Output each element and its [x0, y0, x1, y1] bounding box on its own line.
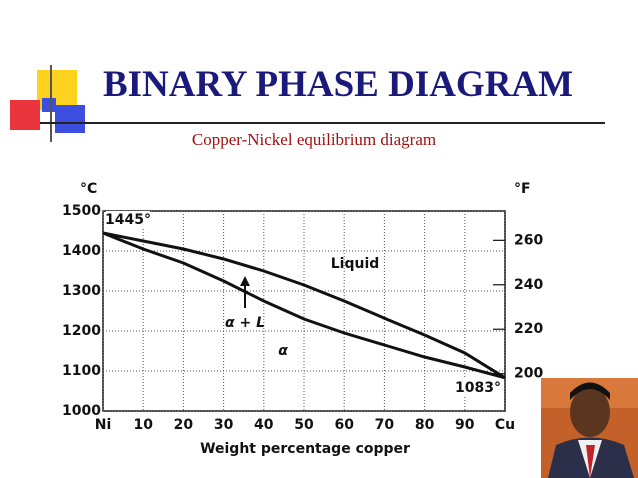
label-box: [456, 379, 500, 397]
x-tick-label: 80: [415, 417, 435, 433]
x-tick-label: Cu: [495, 417, 515, 433]
decoration: [10, 65, 605, 142]
x-tick-label: 30: [214, 417, 234, 433]
phase-curve: [102, 231, 506, 380]
x-tick-label: 10: [133, 417, 153, 433]
annotation: α: [278, 343, 288, 359]
y-tick-label: 1100: [62, 363, 101, 379]
slide-title: BINARY PHASE DIAGRAM: [103, 64, 573, 105]
y-axis-label: °C: [80, 181, 97, 197]
annotation: 1083°: [455, 380, 501, 396]
chart: 1000 1100 1200 1300 1400 1500 Ni 10 20 30 40 50 60 70…: [62, 181, 543, 457]
y-tick-label: 1200: [62, 323, 101, 339]
y2-tick-label: 200: [514, 366, 543, 382]
annotation: Liquid: [331, 256, 380, 272]
x-tick-label: 40: [254, 417, 274, 433]
slide-subtitle: Copper-Nickel equilibrium diagram: [192, 130, 436, 149]
x-axis-label: Weight percentage copper: [200, 441, 410, 457]
x-tick-label: 70: [375, 417, 395, 433]
y-tick-label: 1400: [62, 243, 101, 259]
y2-axis-label: °F: [514, 181, 531, 197]
annotation: 1445°: [105, 212, 151, 228]
y2-tick-label: 220: [514, 321, 543, 337]
y-tick-label: 1500: [62, 203, 101, 219]
annotation: α + L: [225, 315, 265, 331]
y2-tick-label: 240: [514, 277, 543, 293]
x-tick-label: 90: [455, 417, 475, 433]
y2-tick-label: 260: [514, 232, 543, 248]
x-tick-label: 60: [334, 417, 354, 433]
phase-curve: [102, 231, 506, 380]
y-tick-label: 1300: [62, 283, 101, 299]
x-tick-label: 20: [174, 417, 194, 433]
arrow-head: [240, 276, 250, 286]
photo: [541, 378, 638, 478]
y-tick-label: 1000: [62, 403, 101, 419]
label-box: [106, 211, 150, 229]
x-tick-label: 50: [294, 417, 314, 433]
x-tick-label: Ni: [95, 417, 112, 433]
